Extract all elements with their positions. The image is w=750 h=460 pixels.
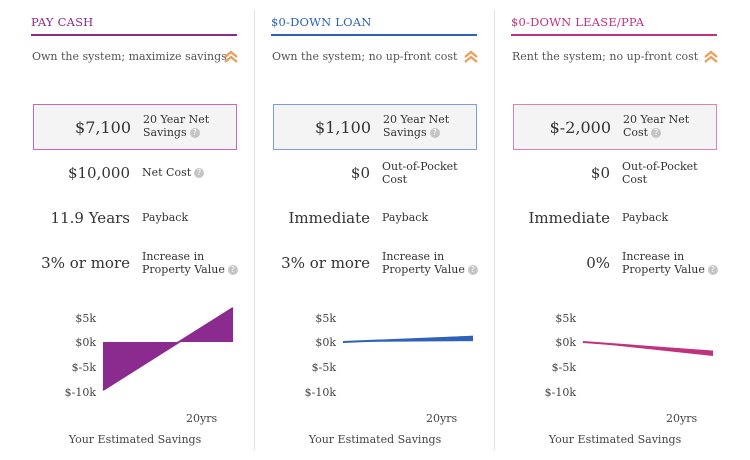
out-of-pocket-value: $0 [350, 164, 370, 182]
savings-area-chart [582, 341, 714, 356]
help-icon[interactable]: ? [189, 128, 200, 138]
out-of-pocket-label: Out-of-Pocket Cost [622, 160, 698, 186]
property-value: 3% or more [41, 254, 130, 272]
y-tick-label: $0k [315, 336, 336, 349]
net-cost-row: $10,000 Net Cost? [20, 160, 250, 190]
payback-row: Immediate Payback [500, 205, 730, 235]
net-cost-value: $-2,000 [549, 118, 611, 137]
net-savings-value: $1,100 [315, 118, 371, 137]
chevron-up-icon[interactable] [463, 49, 479, 63]
payback-row: Immediate Payback [260, 205, 490, 235]
out-of-pocket-value: $0 [590, 164, 610, 182]
column-header: $0-DOWN LOAN [271, 10, 477, 36]
net-cost-box: $-2,000 20 Year Net Cost? [513, 104, 717, 150]
y-tick-label: $-10k [64, 386, 96, 399]
payback-label: Payback [382, 211, 429, 224]
savings-chart: $5k $0k $-5k $-10k 20yrs [260, 300, 490, 430]
x-end-label: 20yrs [426, 412, 458, 425]
net-cost-label: 20 Year Net Cost? [623, 113, 690, 139]
help-icon[interactable]: ? [651, 128, 662, 138]
savings-line [102, 307, 234, 391]
column-subtitle: Own the system; no up-front cost [272, 50, 458, 63]
net-savings-box: $1,100 20 Year Net Savings? [273, 104, 477, 150]
payback-value: 11.9 Years [50, 209, 130, 227]
chart-caption: Your Estimated Savings [68, 433, 202, 446]
zero-down-lease-column: $0-DOWN LEASE/PPA Rent the system; no up… [500, 0, 730, 460]
column-title: $0-DOWN LOAN [271, 15, 372, 29]
chevron-up-icon[interactable] [703, 49, 719, 63]
x-end-label: 20yrs [666, 412, 698, 425]
property-value: 3% or more [281, 254, 370, 272]
y-tick-label: $-5k [71, 361, 96, 374]
net-cost-value: $10,000 [67, 164, 130, 182]
y-tick-label: $5k [75, 312, 96, 325]
net-savings-box: $7,100 20 Year Net Savings? [33, 104, 237, 150]
out-of-pocket-row: $0 Out-of-Pocket Cost [260, 160, 490, 190]
property-value-row: 3% or more Increase in Property Value? [260, 250, 490, 280]
column-subtitle: Own the system; maximize savings [32, 50, 227, 63]
help-icon[interactable]: ? [429, 128, 440, 138]
savings-area-chart [342, 335, 474, 343]
payback-row: 11.9 Years Payback [20, 205, 250, 235]
zero-down-loan-column: $0-DOWN LOAN Own the system; no up-front… [260, 0, 490, 460]
payback-value: Immediate [528, 209, 611, 227]
y-tick-label: $5k [555, 312, 576, 325]
savings-area-chart [102, 307, 234, 391]
net-cost-label: Net Cost? [142, 166, 205, 179]
property-value-label: Increase in Property Value? [382, 250, 478, 276]
y-tick-label: $0k [75, 336, 96, 349]
payback-label: Payback [142, 211, 189, 224]
column-title: $0-DOWN LEASE/PPA [511, 15, 645, 29]
column-header: PAY CASH [31, 10, 237, 36]
y-tick-label: $-10k [544, 386, 576, 399]
property-value-label: Increase in Property Value? [142, 250, 238, 276]
net-savings-value: $7,100 [75, 118, 131, 137]
y-tick-label: $-5k [311, 361, 336, 374]
out-of-pocket-label: Out-of-Pocket Cost [382, 160, 458, 186]
y-tick-label: $-10k [304, 386, 336, 399]
column-divider [494, 10, 495, 450]
column-title: PAY CASH [31, 15, 94, 29]
payback-label: Payback [622, 211, 669, 224]
y-tick-label: $-5k [551, 361, 576, 374]
y-tick-label: $0k [555, 336, 576, 349]
savings-chart: $5k $0k $-5k $-10k 20yrs [20, 300, 250, 430]
property-value-row: 0% Increase in Property Value? [500, 250, 730, 280]
savings-line [342, 335, 474, 343]
property-value-row: 3% or more Increase in Property Value? [20, 250, 250, 280]
net-savings-label: 20 Year Net Savings? [143, 113, 210, 139]
chart-caption: Your Estimated Savings [308, 433, 442, 446]
column-header: $0-DOWN LEASE/PPA [511, 10, 717, 36]
help-icon[interactable]: ? [467, 265, 478, 275]
y-tick-label: $5k [315, 312, 336, 325]
property-value-label: Increase in Property Value? [622, 250, 718, 276]
out-of-pocket-row: $0 Out-of-Pocket Cost [500, 160, 730, 190]
column-subtitle: Rent the system; no up-front cost [512, 50, 699, 63]
column-divider [254, 10, 255, 450]
chevron-up-icon[interactable] [223, 49, 239, 63]
property-value: 0% [586, 254, 610, 272]
payback-value: Immediate [288, 209, 371, 227]
help-icon[interactable]: ? [227, 265, 238, 275]
net-savings-label: 20 Year Net Savings? [383, 113, 450, 139]
savings-chart: $5k $0k $-5k $-10k 20yrs [500, 300, 730, 430]
x-end-label: 20yrs [186, 412, 218, 425]
savings-line [582, 341, 714, 353]
savings-area [583, 342, 713, 356]
help-icon[interactable]: ? [194, 168, 205, 178]
chart-caption: Your Estimated Savings [548, 433, 682, 446]
pay-cash-column: PAY CASH Own the system; maximize saving… [20, 0, 250, 460]
help-icon[interactable]: ? [707, 265, 718, 275]
